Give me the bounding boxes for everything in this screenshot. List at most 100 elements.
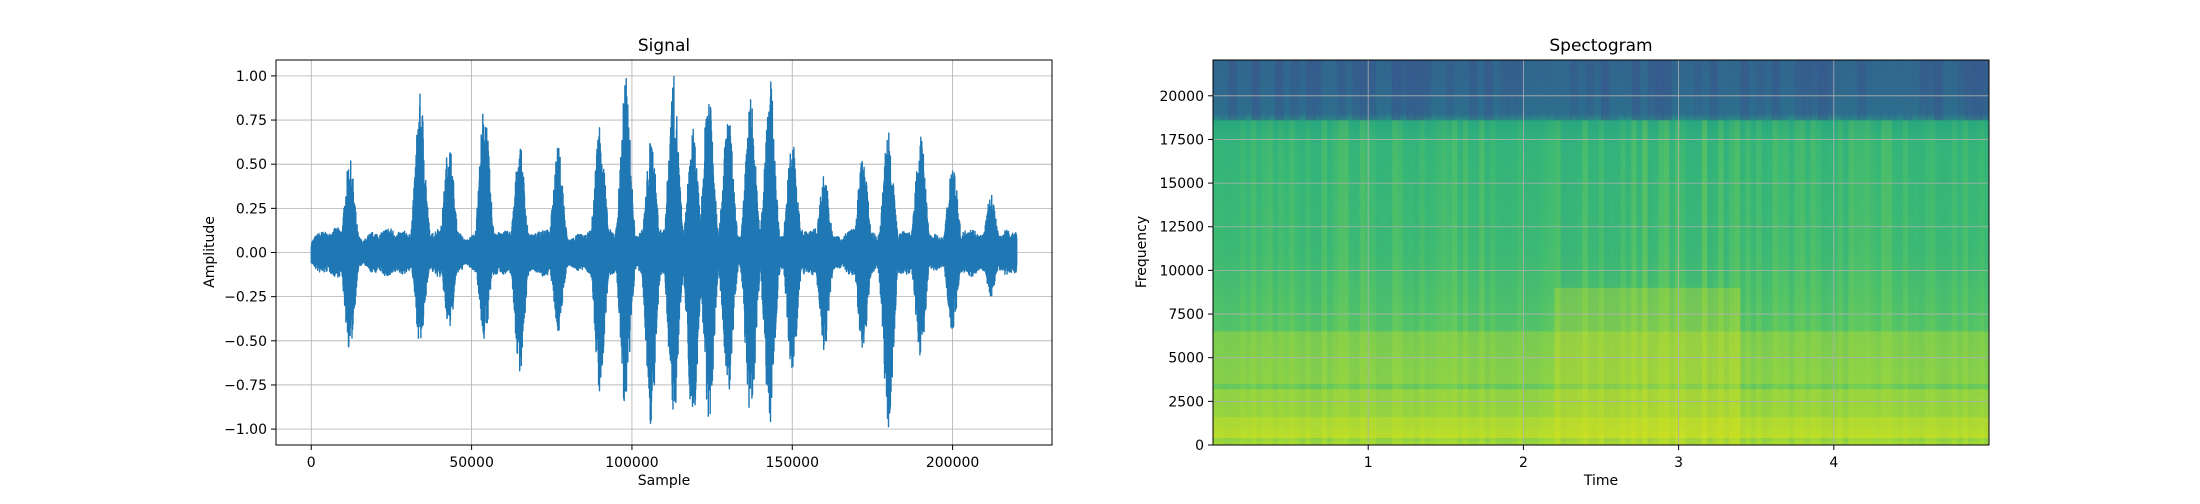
spectrogram-time-column (1631, 120, 1637, 445)
spectrogram-image (1213, 60, 1989, 445)
spectrogram-high-band-cell (1484, 60, 1494, 121)
spectrogram-time-column (1701, 120, 1708, 445)
spectrogram-high-band-cell (1375, 60, 1385, 121)
spectrogram-time-column (1658, 120, 1664, 445)
signal-waveform (310, 75, 1018, 428)
spectrogram-time-column (1712, 120, 1719, 445)
spectrogram-high-band-cell (1321, 60, 1331, 121)
spectrogram-time-column (1902, 120, 1909, 445)
spectrogram-time-column (1946, 120, 1952, 445)
spectrogram-time-column (1625, 120, 1632, 445)
signal-y-ticks: 1.00 0.75 0.50 0.25 0.00 −0.25 −0.50 −0.75 −1.00 (224, 69, 276, 438)
spectrogram-time-column (1669, 120, 1675, 445)
spectrogram-time-column (1663, 120, 1670, 445)
spectrogram-high-band-cell (1383, 60, 1393, 121)
spectrogram-time-column (1756, 120, 1762, 445)
spectrogram-time-column (1267, 120, 1273, 445)
spectrogram-y-label: Frequency (1134, 216, 1150, 288)
spectrogram-time-column (1810, 120, 1816, 445)
spectrogram-time-column (1853, 120, 1860, 445)
spectrogram-high-band-cell (1864, 60, 1874, 121)
spectrogram-high-band-cell (1461, 60, 1471, 121)
spectrogram-time-column (1549, 120, 1556, 445)
spectrogram-time-column (1707, 120, 1713, 445)
spectrogram-high-band-cell (1608, 60, 1618, 121)
spectrogram-time-column (1446, 120, 1453, 445)
spectrogram-high-band-cell (1942, 60, 1952, 121)
spectrogram-high-band-cell (1453, 60, 1463, 121)
spectrogram-y-tick-label: 5000 (1168, 351, 1204, 367)
spectrogram-y-tick-label: 0 (1195, 438, 1204, 454)
spectrogram-time-column (1886, 120, 1892, 445)
signal-x-tick-label: 100000 (605, 455, 658, 471)
spectrogram-x-label: Time (1583, 473, 1618, 489)
spectrogram-time-column (1783, 120, 1789, 445)
spectrogram-high-band-cell (1771, 60, 1781, 121)
spectrogram-time-column (1386, 120, 1393, 445)
spectrogram-high-band-cell (1306, 60, 1315, 121)
spectrogram-time-column (1745, 120, 1751, 445)
spectrogram-high-band-cell (1903, 60, 1913, 121)
spectrogram-time-column (1332, 120, 1338, 445)
spectrogram-high-band-cell (1756, 60, 1765, 121)
spectrogram-time-column (1430, 120, 1436, 445)
spectrogram-time-column (1739, 120, 1746, 445)
spectrogram-time-column (1913, 120, 1920, 445)
spectrogram-time-column (1528, 120, 1534, 445)
spectrogram-high-band-cell (1888, 60, 1897, 121)
spectrogram-time-column (1723, 120, 1730, 445)
spectrogram-high-band-cell (1973, 60, 1983, 121)
signal-x-ticks: 0 50000 100000 150000 200000 (307, 445, 979, 471)
spectrogram-time-column (1973, 120, 1979, 445)
spectrogram-y-tick-label: 7500 (1168, 307, 1204, 323)
spectrogram-high-band-cell (1298, 60, 1308, 121)
spectrogram-time-column (1576, 120, 1583, 445)
spectrogram-x-tick-label: 3 (1674, 455, 1683, 471)
spectrogram-high-band-cell (1329, 60, 1339, 121)
spectrogram-high-band-cell (1849, 60, 1859, 121)
spectrogram-time-column (1479, 120, 1485, 445)
signal-x-tick-label: 0 (307, 455, 316, 471)
spectrogram-time-column (1348, 120, 1355, 445)
spectrogram-high-band-cell (1926, 60, 1936, 121)
spectrogram-high-band-cell (1259, 60, 1269, 121)
signal-y-label: Amplitude (202, 216, 218, 288)
spectrogram-time-column (1452, 120, 1458, 445)
spectrogram-title: Spectogram (1549, 36, 1652, 56)
spectrogram-high-band-cell (1562, 60, 1571, 121)
spectrogram-x-ticks: 1 2 3 4 (1364, 445, 1838, 471)
spectrogram-time-column (1940, 120, 1947, 445)
spectrogram-high-band-cell (1686, 60, 1696, 121)
spectrogram-time-column (1870, 120, 1876, 445)
spectrogram-time-column (1761, 120, 1768, 445)
spectrogram-high-band-cell (1251, 60, 1261, 121)
spectrogram-time-column (1750, 120, 1757, 445)
spectrogram-time-column (1832, 120, 1838, 445)
spectrogram-high-band-cell (1430, 60, 1440, 121)
spectrogram-high-band-cell (1531, 60, 1540, 121)
spectrogram-high-band-cell (1919, 60, 1928, 121)
spectrogram-high-band-cell (1957, 60, 1967, 121)
spectrogram-high-band-cell (1639, 60, 1649, 121)
spectrogram-high-band-cell (1732, 60, 1742, 121)
spectrogram-high-band-cell (1313, 60, 1323, 121)
spectrogram-high-band-cell (1546, 60, 1556, 121)
signal-series (310, 75, 1018, 428)
spectrogram-time-column (1343, 120, 1349, 445)
spectrogram-time-column (1381, 120, 1387, 445)
spectrogram-time-column (1652, 120, 1659, 445)
spectrogram-y-tick-label: 20000 (1159, 89, 1204, 105)
spectrogram-high-band-cell (1763, 60, 1773, 121)
spectrogram-y-ticks: 0 2500 5000 7500 10000 12500 15000 17500 20000 (1159, 89, 1213, 454)
spectrogram-high-band-cell (1282, 60, 1292, 121)
spectrogram-time-column (1272, 120, 1279, 445)
spectrogram-time-column (1310, 120, 1317, 445)
spectrogram-y-tick-label: 12500 (1159, 220, 1204, 236)
spectrogram-high-band-cell (1523, 60, 1533, 121)
spectrogram-high-band-cell (1414, 60, 1424, 121)
spectrogram-x-tick-label: 2 (1519, 455, 1528, 471)
spectrogram-time-column (1843, 120, 1849, 445)
spectrogram-high-band-cell (1492, 60, 1502, 121)
spectrogram-time-column (1951, 120, 1958, 445)
